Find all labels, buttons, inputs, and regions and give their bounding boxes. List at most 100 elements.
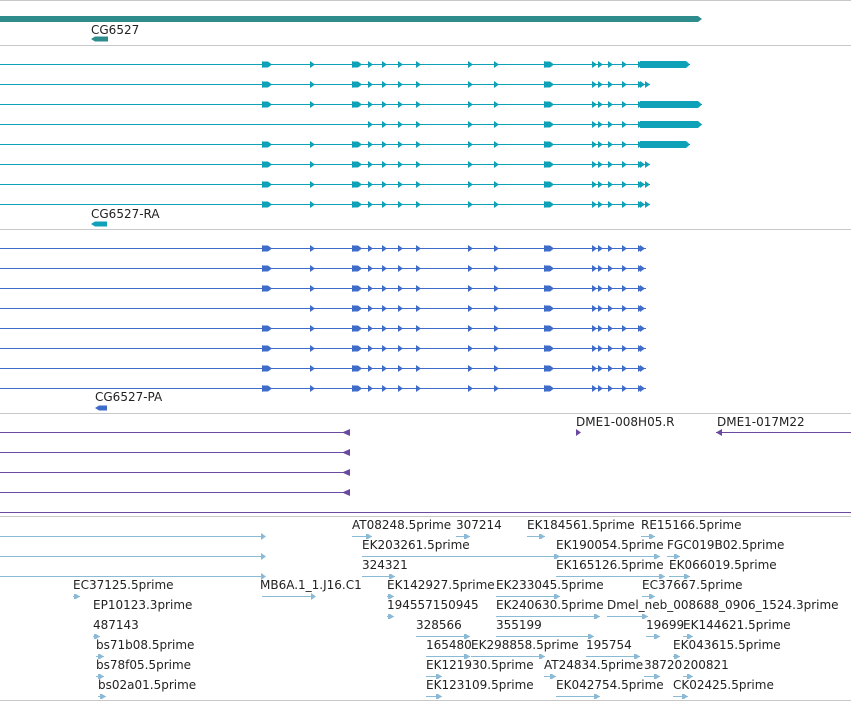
exon-glyph (608, 141, 613, 148)
est-label[interactable]: EK066019.5prime (669, 558, 777, 572)
exon-glyph (494, 181, 499, 188)
exon-glyph (416, 161, 421, 168)
est-label[interactable]: EK144621.5prime (683, 618, 791, 632)
est-label[interactable]: 355199 (496, 618, 542, 632)
exon-glyph (622, 181, 627, 188)
exon-glyph (352, 365, 362, 372)
est-label[interactable]: 307214 (456, 518, 502, 532)
est-label[interactable]: FGC019B02.5prime (667, 538, 785, 552)
exon-glyph (622, 201, 627, 208)
est-label[interactable]: EK121930.5prime (426, 658, 534, 672)
exon-glyph (640, 385, 645, 392)
transcript-pa-label[interactable]: CG6527-PA (95, 390, 163, 404)
clone-glyph (716, 429, 722, 436)
exon-glyph (608, 345, 613, 352)
est-glyph (654, 554, 660, 559)
exon-glyph (398, 265, 403, 272)
exon-glyph (544, 201, 554, 208)
est-glyph (436, 694, 442, 699)
est-label[interactable]: 195754 (586, 638, 632, 652)
exon-glyph (544, 141, 554, 148)
exon-glyph (468, 345, 473, 352)
exon-glyph (416, 385, 421, 392)
est-label[interactable]: bs02a01.5prime (98, 678, 197, 692)
est-label[interactable]: 194557150945 (387, 598, 479, 612)
est-label[interactable]: 200821 (683, 658, 729, 672)
exon-glyph (645, 201, 650, 208)
exon-glyph (640, 245, 645, 252)
exon-glyph (622, 121, 627, 128)
exon-glyph (544, 161, 554, 168)
est-label[interactable]: 324321 (362, 558, 408, 572)
est-glyph (74, 594, 80, 599)
est-label[interactable]: Dmel_neb_008688_0906_1524.3prime (607, 598, 839, 612)
est-glyph (464, 634, 470, 639)
exon-glyph (262, 81, 272, 88)
utr-glyph (640, 121, 702, 128)
exon-glyph (544, 285, 554, 292)
clone-label[interactable]: DME1-017M22 (717, 415, 805, 429)
est-label[interactable]: EK042754.5prime (556, 678, 664, 692)
est-label[interactable]: 165480 (426, 638, 472, 652)
clone-label[interactable]: DME1-008H05.R (576, 415, 675, 429)
est-label[interactable]: CK02425.5prime (673, 678, 774, 692)
transcript-ra-label[interactable]: CG6527-RA (91, 207, 160, 221)
est-label[interactable]: EK043615.5prime (673, 638, 781, 652)
exon-glyph (398, 81, 403, 88)
est-label[interactable]: 328566 (416, 618, 462, 632)
est-label[interactable]: EK190054.5prime (556, 538, 664, 552)
exon-glyph (598, 121, 603, 128)
exon-glyph (598, 201, 603, 208)
est-glyph (98, 674, 104, 679)
est-label[interactable]: EK165126.5prime (556, 558, 664, 572)
exon-glyph (494, 265, 499, 272)
est-glyph (436, 674, 442, 679)
est-glyph (674, 654, 680, 659)
est-label[interactable]: EC37125.5prime (73, 578, 174, 592)
exon-glyph (416, 365, 421, 372)
est-label[interactable]: EP10123.3prime (93, 598, 193, 612)
exon-glyph (382, 365, 387, 372)
exon-glyph (352, 345, 362, 352)
est-label[interactable]: bs71b08.5prime (96, 638, 195, 652)
est-label[interactable]: MB6A.1_1.J16.C1 (260, 578, 362, 592)
gene-label[interactable]: CG6527 (91, 23, 140, 37)
est-label[interactable]: RE15166.5prime (641, 518, 742, 532)
est-glyph (464, 654, 470, 659)
exon-glyph (262, 325, 272, 332)
est-glyph (687, 634, 693, 639)
est-label[interactable]: 19699 (646, 618, 685, 632)
est-label[interactable]: EK123109.5prime (426, 678, 534, 692)
exon-glyph (640, 265, 645, 272)
est-label[interactable]: bs78f05.5prime (96, 658, 192, 672)
est-label[interactable]: AT08248.5prime (352, 518, 452, 532)
exon-glyph (352, 141, 362, 148)
est-label[interactable]: EC37667.5prime (642, 578, 743, 592)
est-label[interactable]: EK142927.5prime (387, 578, 495, 592)
est-label[interactable]: EK184561.5prime (527, 518, 635, 532)
est-label[interactable]: EK203261.5prime (362, 538, 470, 552)
clone-glyph (342, 429, 350, 436)
est-label[interactable]: 487143 (93, 618, 139, 632)
est-label[interactable]: EK233045.5prime (496, 578, 604, 592)
est-label[interactable]: EK298858.5prime (471, 638, 579, 652)
est-label[interactable]: AT24834.5prime (544, 658, 644, 672)
exon-glyph (416, 285, 421, 292)
exon-glyph (398, 325, 403, 332)
est-label[interactable]: 38720 (644, 658, 683, 672)
exon-glyph (368, 61, 373, 68)
exon-glyph (468, 101, 473, 108)
est-glyph (539, 654, 545, 659)
exon-glyph (494, 285, 499, 292)
exon-glyph (592, 345, 597, 352)
est-glyph (554, 594, 560, 599)
est-glyph (682, 694, 688, 699)
exon-glyph (398, 305, 403, 312)
exon-glyph (598, 285, 603, 292)
exon-glyph (598, 325, 603, 332)
clone-glyph (342, 449, 350, 456)
exon-glyph (608, 305, 613, 312)
est-label[interactable]: EK240630.5prime (496, 598, 604, 612)
exon-glyph (592, 201, 597, 208)
exon-glyph (310, 101, 315, 108)
